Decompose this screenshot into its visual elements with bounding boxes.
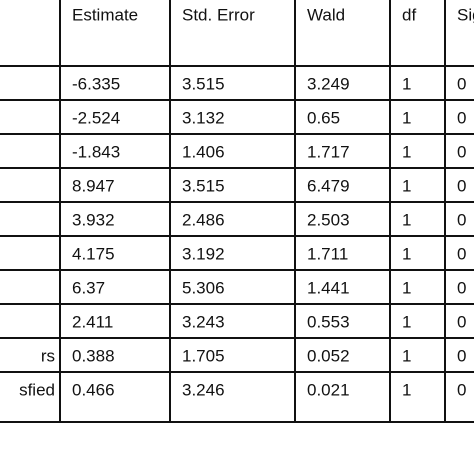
cell: 0 <box>457 108 466 127</box>
cell: 0 <box>457 74 466 93</box>
cell: 1.441 <box>307 278 350 297</box>
cell: 0.021 <box>307 380 350 399</box>
cell: 4.175 <box>72 244 115 263</box>
cell: 0 <box>457 210 466 229</box>
cell: 1.705 <box>182 346 225 365</box>
cell: 6.479 <box>307 176 350 195</box>
cell: 6.37 <box>72 278 105 297</box>
cell: 3.932 <box>72 210 115 229</box>
cell: 3.243 <box>182 312 225 331</box>
cell: 0.466 <box>72 380 115 399</box>
cell: 0.553 <box>307 312 350 331</box>
cell: 0 <box>457 380 466 399</box>
cell: 1.717 <box>307 142 350 161</box>
cell: -2.524 <box>72 108 120 127</box>
cell: 1.406 <box>182 142 225 161</box>
cell: 0 <box>457 312 466 331</box>
cell: 1 <box>402 244 411 263</box>
cell: 1 <box>402 380 411 399</box>
column-header: Wald <box>307 5 345 24</box>
cell: 0.388 <box>72 346 115 365</box>
cell: 1 <box>402 176 411 195</box>
column-header: Std. Error <box>182 5 255 24</box>
cell: 3.192 <box>182 244 225 263</box>
cell: 1 <box>402 210 411 229</box>
row-label: sfied <box>19 380 55 399</box>
cell: 2.411 <box>72 312 113 331</box>
column-header: Estimate <box>72 5 138 24</box>
cell: 1 <box>402 74 411 93</box>
column-header: Sig. <box>457 5 474 24</box>
cell: 3.249 <box>307 74 350 93</box>
cell: 0 <box>457 176 466 195</box>
cell: -1.843 <box>72 142 120 161</box>
cell: 1 <box>402 346 411 365</box>
cell: 8.947 <box>72 176 115 195</box>
row-label: rs <box>41 346 55 365</box>
cell: 1 <box>402 108 411 127</box>
cell: 3.515 <box>182 74 225 93</box>
cell: 3.246 <box>182 380 225 399</box>
cell: 0 <box>457 244 466 263</box>
cell: 3.515 <box>182 176 225 195</box>
cell: 0 <box>457 278 466 297</box>
cell: -6.335 <box>72 74 120 93</box>
cell: 2.503 <box>307 210 350 229</box>
cell: 1 <box>402 278 411 297</box>
cell: 0 <box>457 346 466 365</box>
cell: 5.306 <box>182 278 225 297</box>
cell: 0 <box>457 142 466 161</box>
cell: 3.132 <box>182 108 225 127</box>
column-header: df <box>402 5 416 24</box>
cell: 1 <box>402 142 411 161</box>
cell: 2.486 <box>182 210 225 229</box>
cell: 1 <box>402 312 411 331</box>
cell: 0.052 <box>307 346 350 365</box>
cell: 0.65 <box>307 108 340 127</box>
cell: 1.711 <box>307 244 348 263</box>
